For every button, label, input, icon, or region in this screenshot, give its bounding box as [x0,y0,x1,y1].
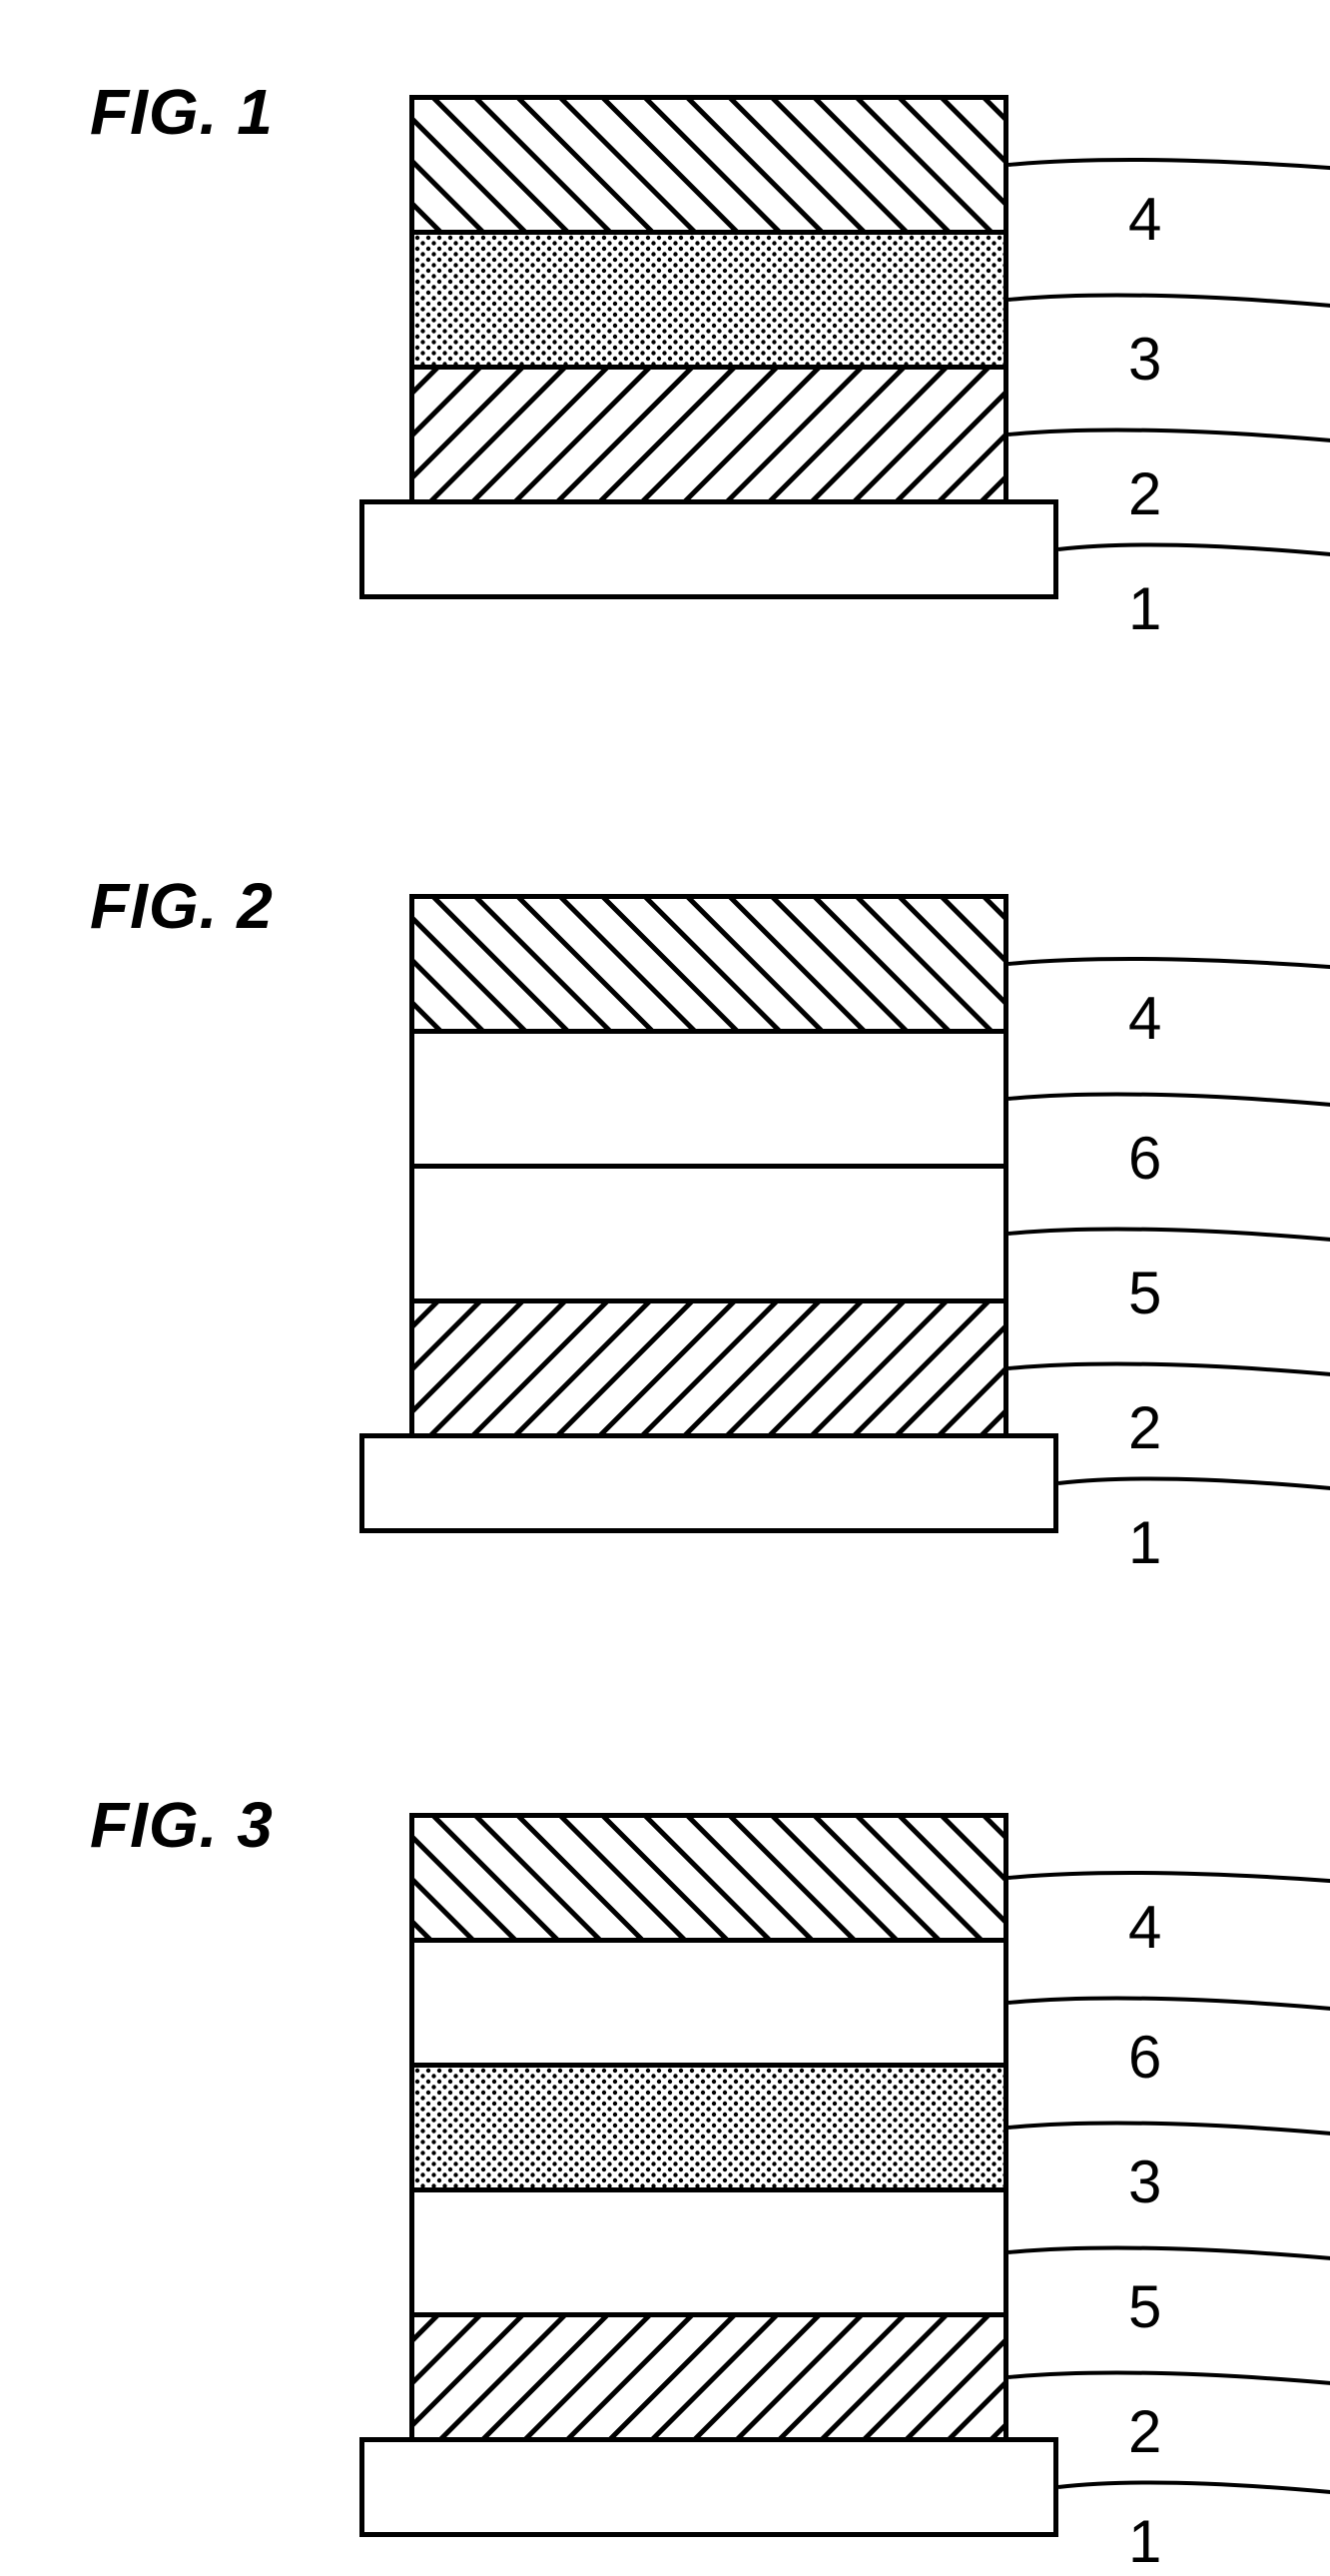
layer-label: 5 [1128,1259,1161,1327]
leader-lines [359,894,1258,1543]
layer-label: 2 [1128,1393,1161,1462]
layer-label: 4 [1128,1893,1161,1962]
layer-label: 1 [1128,2507,1161,2576]
layer-label: 6 [1128,1124,1161,1193]
layer-label: 4 [1128,984,1161,1053]
layer-label: 3 [1128,2147,1161,2216]
page: FIG. 14321FIG. 246521FIG. 3463521 [0,0,1330,2539]
figure-title: FIG. 1 [90,75,274,149]
layer-label: 6 [1128,2023,1161,2092]
leader-lines [359,1813,1258,2547]
layer-label: 1 [1128,574,1161,643]
figure-title: FIG. 2 [90,869,274,943]
figure-title: FIG. 3 [90,1788,274,1862]
layer-label: 5 [1128,2272,1161,2341]
layer-label: 2 [1128,2397,1161,2466]
leader-lines [359,95,1258,609]
layer-label: 3 [1128,325,1161,394]
layer-label: 2 [1128,459,1161,528]
layer-label: 4 [1128,185,1161,254]
layer-label: 1 [1128,1508,1161,1577]
